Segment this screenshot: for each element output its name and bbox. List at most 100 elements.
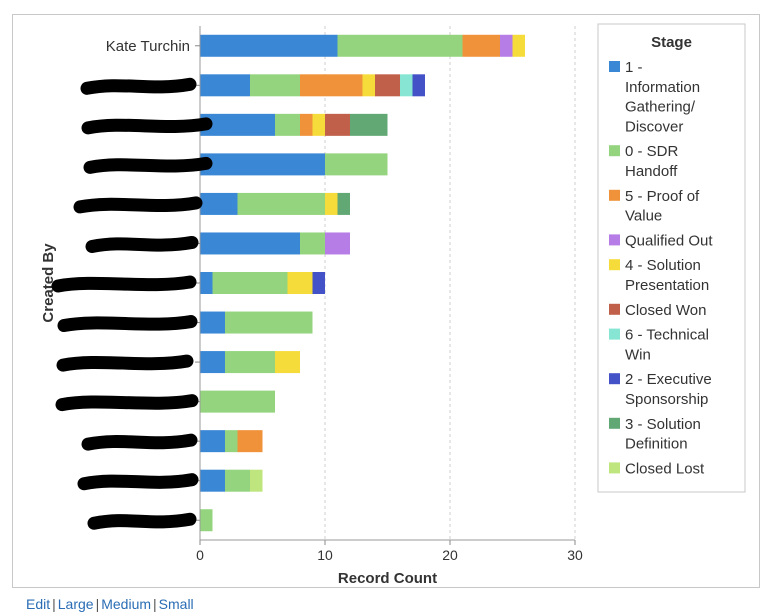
bar-segment[interactable] [200,34,338,57]
redaction-mark [77,473,199,491]
legend-swatch [609,61,620,72]
bar-segment[interactable] [225,351,275,374]
redaction-mark [56,354,194,372]
bar-segment[interactable] [512,34,526,57]
bar-segment[interactable] [225,311,313,334]
bar-segment[interactable] [312,272,326,294]
x-axis-title: Record Count [338,570,437,587]
redaction-mark [57,315,198,333]
bar-segment[interactable] [225,469,250,492]
bar-segment[interactable] [200,113,275,136]
gridlines [324,26,576,540]
bar-segment[interactable] [200,311,225,334]
large-link[interactable]: Large [57,596,94,612]
redaction-mark [73,196,203,214]
legend-swatch [609,145,620,157]
bar-segment[interactable] [500,34,513,57]
legend-title: Stage [651,34,692,51]
bar-segment[interactable] [300,113,313,136]
legend-label: 2 - Executive Sponsorship [625,371,712,408]
bar-segment[interactable] [350,113,388,136]
bar-segment[interactable] [362,74,376,97]
edit-link[interactable]: Edit [26,596,51,612]
x-tick-label: 0 [196,547,204,563]
legend-box [597,23,746,493]
category-labels: Kate Turchin [51,38,213,530]
legend-label: Closed Won [625,302,706,319]
redaction-mark [87,512,197,530]
bars [200,34,526,532]
legend-swatch [609,303,620,315]
legend-swatch [609,259,620,271]
bar-segment[interactable] [200,469,225,492]
bar-segment[interactable] [275,351,300,374]
legend-item[interactable]: 1 -Information Gathering/Discover [609,59,700,135]
legend-swatch [609,328,620,340]
redaction-mark [83,156,213,174]
legend-item[interactable]: 2 - Executive Sponsorship [609,371,712,408]
legend-item[interactable]: 5 - Proof of Value [609,188,700,225]
legend-item[interactable]: 6 - Technical Win [609,327,709,364]
redaction-mark [81,117,213,135]
bar-segment[interactable] [400,74,413,97]
bar-segment[interactable] [200,74,250,97]
bar-segment[interactable] [200,509,213,532]
small-link[interactable]: Small [158,596,194,612]
y-axis-title: Created By [40,243,57,323]
legend-item[interactable]: Closed Lost [609,460,705,477]
bar-segment[interactable] [300,74,363,97]
bar-segment[interactable] [325,113,350,136]
bar-segment[interactable] [412,74,426,97]
bar-segment[interactable] [325,153,388,176]
legend-label: Qualified Out [625,232,713,249]
legend-swatch [609,234,620,246]
legend-swatch [609,462,620,474]
redaction-mark [80,77,197,95]
legend-item[interactable]: Qualified Out [609,232,713,249]
x-tick-label: 20 [442,547,458,563]
bar-segment[interactable] [325,192,338,215]
bar-segment[interactable] [250,74,300,97]
legend-item[interactable]: 0 - SDR Handoff [609,143,679,180]
bar-segment[interactable] [237,430,263,453]
bar-segment[interactable] [237,192,326,215]
bar-segment[interactable] [200,153,325,176]
bar-segment[interactable] [225,430,238,453]
bar-segment[interactable] [200,390,275,413]
bar-segment[interactable] [200,430,225,453]
axes: 0 10 20 30 Record Count Created By [40,26,583,587]
legend-item[interactable]: 4 - Solution Presentation [609,257,709,294]
legend-label: 5 - Proof of Value [625,188,700,225]
legend-label: Closed Lost [625,460,705,477]
legend-label: 1 -Information Gathering/Discover [625,59,700,135]
bar-segment[interactable] [200,232,300,255]
legend-item[interactable]: Closed Won [609,302,706,319]
bar-segment[interactable] [200,351,225,374]
legend-label: 3 - Solution Definition [625,416,701,453]
bar-segment[interactable] [200,192,238,215]
bar-segment[interactable] [300,232,325,255]
bar-segment[interactable] [250,469,263,492]
bar-segment[interactable] [325,232,350,255]
redaction-mark [85,235,199,253]
bar-segment[interactable] [462,34,501,57]
bar-segment[interactable] [212,272,288,294]
bar-segment[interactable] [287,272,313,294]
redaction-mark [55,394,199,412]
bar-segment[interactable] [200,272,213,294]
x-tick-label: 10 [317,547,333,563]
legend-label: 0 - SDR Handoff [625,143,679,180]
bar-segment[interactable] [312,113,326,136]
bar-segment[interactable] [337,34,463,57]
legend-label: 4 - Solution Presentation [625,257,709,294]
legend-item[interactable]: 3 - Solution Definition [609,416,701,453]
legend-label: 6 - Technical Win [625,327,709,364]
bar-segment[interactable] [275,113,300,136]
bar-segment[interactable] [375,74,400,97]
x-tick-label: 30 [567,547,583,563]
medium-link[interactable]: Medium [101,596,152,612]
bar-segment[interactable] [337,192,351,215]
category-label: Kate Turchin [106,38,190,55]
redaction-mark [81,433,198,451]
